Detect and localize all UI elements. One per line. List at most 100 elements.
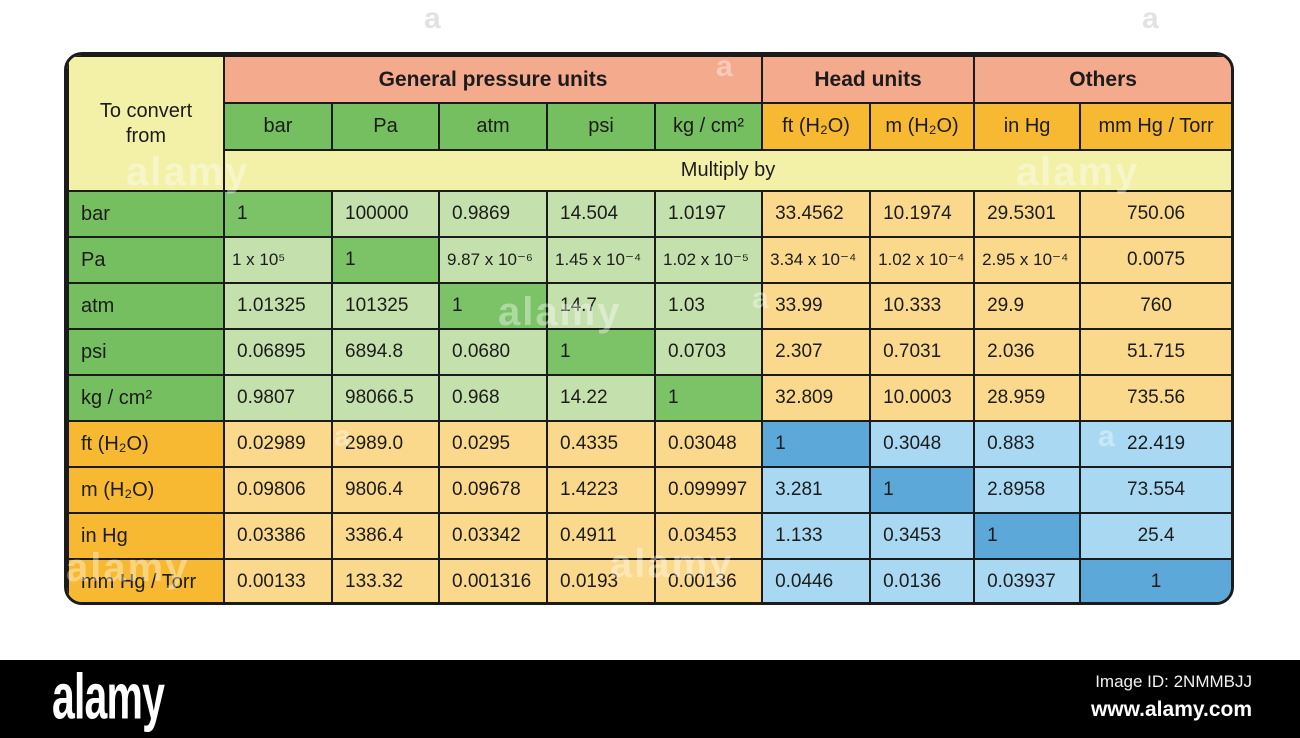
table-cell: 0.00133 — [223, 558, 333, 602]
table-cell: 1 — [761, 420, 872, 468]
row-header: kg / cm² — [67, 374, 225, 422]
table-cell: 1 — [1079, 558, 1231, 602]
table-cell: 0.7031 — [869, 328, 976, 376]
table-cell: 133.32 — [331, 558, 440, 602]
table-cell: 0.0446 — [761, 558, 872, 602]
table-row: m (H₂O) 0.09806 9806.4 0.09678 1.4223 0.09999… — [67, 466, 1231, 514]
row-header: ft (H₂O) — [67, 420, 225, 468]
table-cell: 33.4562 — [761, 190, 872, 238]
table-cell: 1.02 x 10⁻⁴ — [869, 236, 976, 284]
table-cell: 0.03937 — [973, 558, 1082, 602]
table-cell: 0.968 — [438, 374, 548, 422]
table-cell: 73.554 — [1079, 466, 1231, 514]
website: www.alamy.com — [1090, 698, 1252, 721]
table-cell: 2.307 — [761, 328, 872, 376]
table-cell: 0.0703 — [653, 328, 764, 376]
table-cell: 0.883 — [973, 420, 1082, 468]
table-cell: 1.45 x 10⁻⁴ — [546, 236, 656, 284]
table-cell: 0.0193 — [546, 558, 656, 602]
table-cell: 0.09806 — [223, 466, 333, 514]
table-cell: 1 — [973, 512, 1082, 560]
table-cell: 1.4223 — [546, 466, 656, 514]
table-cell: 1 — [331, 236, 440, 284]
banner-info: Image ID: 2NMMBJJ www.alamy.com — [1091, 672, 1252, 722]
table-cell: 0.03342 — [438, 512, 548, 560]
table-cell: 22.419 — [1079, 420, 1231, 468]
image-id: Image ID: 2NMMBJJ — [1095, 672, 1252, 691]
table-row: in Hg 0.03386 3386.4 0.03342 0.4911 0.03453 1.… — [67, 512, 1231, 560]
row-header: mm Hg / Torr — [67, 558, 225, 602]
conversion-table-grid: To convert from General pressure units Hea… — [67, 55, 1231, 602]
table-cell: 6894.8 — [331, 328, 440, 376]
alamy-banner: alamy Image ID: 2NMMBJJ www.alamy.com — [0, 660, 1300, 738]
table-cell: 0.02989 — [223, 420, 333, 468]
table-head: To convert from General pressure units Hea… — [67, 55, 1231, 192]
table-row: psi 0.06895 6894.8 0.0680 1 0.0703 2.307 0.7031… — [67, 328, 1231, 376]
table-cell: 1.03 — [653, 282, 764, 330]
table-row: atm 1.01325 101325 1 14.7 1.03 33.99 10.333 29.9… — [67, 282, 1231, 330]
table-row: bar 1 100000 0.9869 14.504 1.0197 33.4562 10.19… — [67, 190, 1231, 238]
column-header: ft (H₂O) — [761, 102, 872, 151]
table-row: Pa 1 x 10⁵ 1 9.87 x 10⁻⁶ 1.45 x 10⁻⁴ 1.02 x 1… — [67, 236, 1231, 284]
column-header: atm — [438, 102, 548, 151]
table-cell: 1 x 10⁵ — [223, 236, 333, 284]
table-cell: 1 — [438, 282, 548, 330]
table-cell: 0.03048 — [653, 420, 764, 468]
table-cell: 1 — [869, 466, 976, 514]
watermark-mark: a — [1142, 2, 1159, 35]
table-cell: 3386.4 — [331, 512, 440, 560]
column-header: in Hg — [973, 102, 1082, 151]
table-cell: 14.504 — [546, 190, 656, 238]
table-cell: 0.03453 — [653, 512, 764, 560]
table-row: kg / cm² 0.9807 98066.5 0.968 14.22 1 32.809 10… — [67, 374, 1231, 422]
table-cell: 1 — [223, 190, 333, 238]
table-cell: 10.0003 — [869, 374, 976, 422]
table-cell: 3.34 x 10⁻⁴ — [761, 236, 872, 284]
table-cell: 0.099997 — [653, 466, 764, 514]
table-row: mm Hg / Torr 0.00133 133.32 0.001316 0.0193 0… — [67, 558, 1231, 602]
watermark-mark: a — [424, 2, 441, 35]
table-cell: 9806.4 — [331, 466, 440, 514]
table-cell: 760 — [1079, 282, 1231, 330]
row-header: psi — [67, 328, 225, 376]
table-cell: 29.5301 — [973, 190, 1082, 238]
table-cell: 735.56 — [1079, 374, 1231, 422]
table-cell: 10.333 — [869, 282, 976, 330]
column-header: m (H₂O) — [869, 102, 976, 151]
table-cell: 0.0680 — [438, 328, 548, 376]
table-cell: 98066.5 — [331, 374, 440, 422]
table-body: bar 1 100000 0.9869 14.504 1.0197 33.4562 10.19… — [67, 190, 1231, 602]
table-cell: 14.7 — [546, 282, 656, 330]
table-cell: 0.03386 — [223, 512, 333, 560]
table-cell: 29.9 — [973, 282, 1082, 330]
table-cell: 0.0136 — [869, 558, 976, 602]
table-cell: 25.4 — [1079, 512, 1231, 560]
table-cell: 0.4335 — [546, 420, 656, 468]
column-header: psi — [546, 102, 656, 151]
table-cell: 1 — [653, 374, 764, 422]
column-group-header: Others — [973, 55, 1231, 104]
row-header: bar — [67, 190, 225, 238]
table-cell: 2989.0 — [331, 420, 440, 468]
column-header: bar — [223, 102, 333, 151]
table-cell: 0.001316 — [438, 558, 548, 602]
column-group-header: Head units — [761, 55, 976, 104]
table-cell: 10.1974 — [869, 190, 976, 238]
column-header: kg / cm² — [653, 102, 764, 151]
row-header: Pa — [67, 236, 225, 284]
table-cell: 51.715 — [1079, 328, 1231, 376]
table-cell: 0.0075 — [1079, 236, 1231, 284]
table-cell: 100000 — [331, 190, 440, 238]
table-cell: 32.809 — [761, 374, 872, 422]
table-cell: 0.09678 — [438, 466, 548, 514]
column-header: Pa — [331, 102, 440, 151]
table-row: ft (H₂O) 0.02989 2989.0 0.0295 0.4335 0.03048… — [67, 420, 1231, 468]
table-cell: 2.8958 — [973, 466, 1082, 514]
table-cell: 28.959 — [973, 374, 1082, 422]
table-cell: 0.9807 — [223, 374, 333, 422]
row-header: m (H₂O) — [67, 466, 225, 514]
table-cell: 9.87 x 10⁻⁶ — [438, 236, 548, 284]
table-cell: 0.00136 — [653, 558, 764, 602]
alamy-logo: alamy — [52, 660, 165, 733]
multiply-by-cell: Multiply by — [222, 149, 1231, 192]
